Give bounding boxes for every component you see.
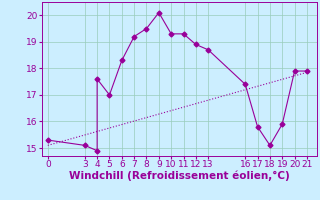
X-axis label: Windchill (Refroidissement éolien,°C): Windchill (Refroidissement éolien,°C) xyxy=(69,171,290,181)
